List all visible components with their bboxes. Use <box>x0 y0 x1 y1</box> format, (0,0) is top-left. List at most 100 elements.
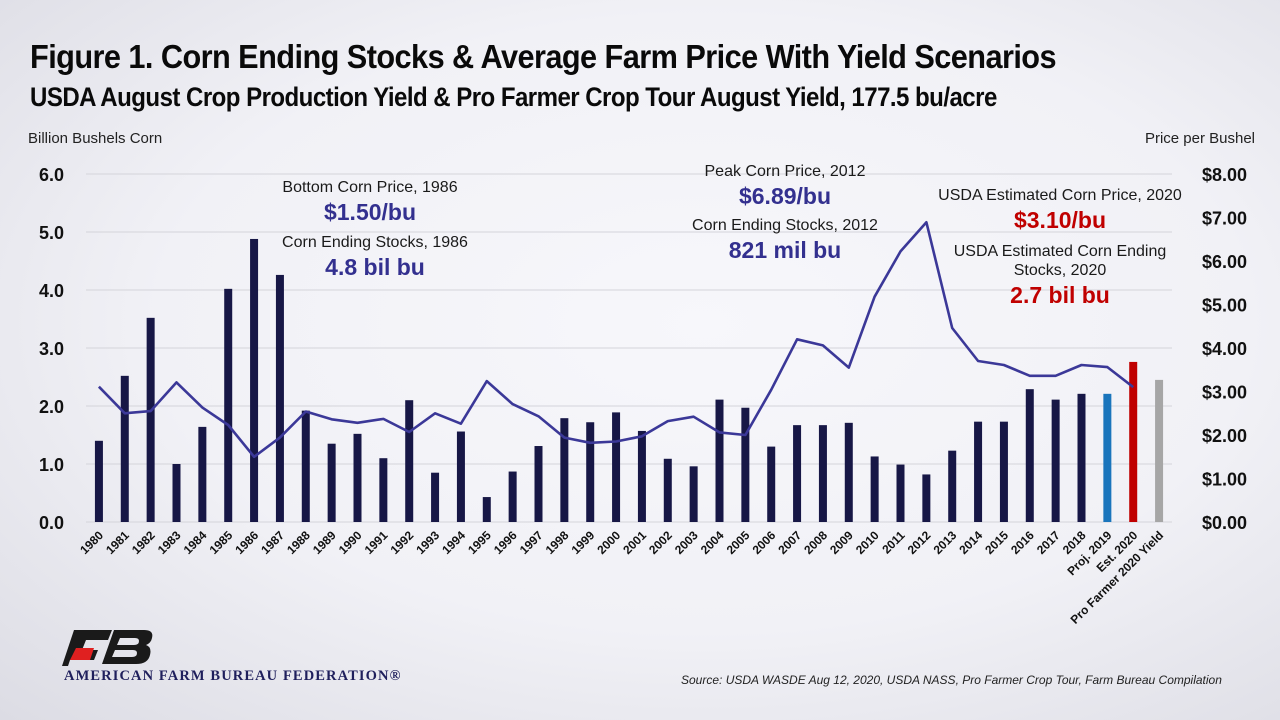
x-axis-ticks: 1980198119821983198419851986198719881989… <box>77 528 1166 627</box>
farm-bureau-logo-icon <box>62 630 153 666</box>
right-axis-ticks: $0.00 $1.00 $2.00 $3.00 $4.00 $5.00 $6.00 $7.00… <box>1202 165 1247 533</box>
annotation-label: Stocks, 2020 <box>1013 262 1107 279</box>
x-axis-tick-label: 1991 <box>362 528 391 557</box>
bar-1991 <box>379 458 388 522</box>
left-axis-tick-label: 4.0 <box>39 281 64 301</box>
x-axis-tick-label: 1994 <box>439 528 468 557</box>
x-axis-tick-label: 1992 <box>388 528 417 557</box>
left-axis-tick-label: 2.0 <box>39 397 64 417</box>
x-axis-tick-label: 1989 <box>310 528 339 557</box>
x-axis-tick-label: 2006 <box>750 528 779 557</box>
x-axis-tick-label: 1998 <box>543 528 572 557</box>
x-axis-tick-label: 1987 <box>258 528 287 557</box>
right-axis-tick-label: $5.00 <box>1202 296 1247 316</box>
annotation-value: 4.8 bil bu <box>325 254 425 280</box>
bar-1997 <box>534 446 543 522</box>
bar-1990 <box>353 433 362 522</box>
x-axis-tick-label: 1990 <box>336 528 365 557</box>
bar-2013 <box>948 450 957 522</box>
left-axis-tick-label: 6.0 <box>39 165 64 185</box>
x-axis-tick-label: 1999 <box>569 528 598 557</box>
bar-1988 <box>301 410 310 522</box>
bar-2007 <box>793 425 802 522</box>
x-axis-tick-label: 2015 <box>982 528 1011 557</box>
bar-2009 <box>844 422 853 522</box>
annotation-value: $3.10/bu <box>1013 207 1107 233</box>
x-axis-tick-label: 2012 <box>905 528 934 557</box>
annotation-2012-price: Peak Corn Price, 2012 $6.89/bu <box>680 162 890 211</box>
bar-2015 <box>999 421 1008 522</box>
bar-1999 <box>586 422 595 522</box>
x-axis-tick-label: 2005 <box>724 528 753 557</box>
bar-2010 <box>870 456 879 522</box>
bar-1986 <box>250 238 259 522</box>
right-axis-tick-label: $7.00 <box>1202 209 1247 229</box>
x-axis-tick-label: 2011 <box>879 528 908 557</box>
x-axis-tick-label: 1982 <box>129 528 158 557</box>
x-axis-tick-label: 2003 <box>672 528 701 557</box>
bar-1983 <box>172 464 181 522</box>
annotation-label: Peak Corn Price, 2012 <box>704 163 866 180</box>
bar-1987 <box>275 274 284 522</box>
bar-1995 <box>482 497 491 522</box>
right-axis-tick-label: $0.00 <box>1202 513 1247 533</box>
left-axis-title: Billion Bushels Corn <box>28 130 163 147</box>
annotation-2020-stocks: USDA Estimated Corn Ending Stocks, 2020 … <box>940 242 1180 310</box>
bar-2018 <box>1077 393 1086 522</box>
bar-pro-farmer-2020-yield <box>1155 379 1164 522</box>
bar-2002 <box>663 458 672 522</box>
bar-2006 <box>767 446 776 522</box>
x-axis-tick-label: 1988 <box>284 528 313 557</box>
annotation-label: USDA Estimated Corn Price, 2020 <box>938 187 1182 204</box>
annotation-value: 2.7 bil bu <box>1010 282 1110 308</box>
x-axis-tick-label: 2014 <box>956 528 985 557</box>
x-axis-tick-label: 2004 <box>698 528 727 557</box>
x-axis-tick-label: 2002 <box>646 528 675 557</box>
right-axis-tick-label: $6.00 <box>1202 252 1247 272</box>
x-axis-tick-label: 1985 <box>207 528 236 557</box>
x-axis-tick-label: 1996 <box>491 528 520 557</box>
x-axis-tick-label: 2010 <box>853 528 882 557</box>
x-axis-tick-label: 1983 <box>155 528 184 557</box>
annotation-label: USDA Estimated Corn Ending <box>953 243 1167 260</box>
right-axis-title: Price per Bushel <box>1144 130 1255 147</box>
left-axis-tick-label: 0.0 <box>39 513 64 533</box>
line-series <box>97 221 1134 459</box>
bar-1980 <box>94 440 103 522</box>
x-axis-tick-label: 2008 <box>801 528 830 557</box>
left-axis-tick-label: 5.0 <box>39 223 64 243</box>
chart-title: Figure 1. Corn Ending Stocks & Average F… <box>30 38 1057 75</box>
annotation-2020-price: USDA Estimated Corn Price, 2020 $3.10/bu <box>925 186 1195 235</box>
x-axis-tick-label: 1986 <box>232 528 261 557</box>
annotation-value: $6.89/bu <box>738 183 832 209</box>
bar-2016 <box>1025 389 1034 522</box>
bar-1984 <box>198 426 207 522</box>
bar-1993 <box>431 472 440 522</box>
annotation-label: Bottom Corn Price, 1986 <box>282 179 458 196</box>
x-axis-tick-label: 1997 <box>517 528 546 557</box>
bar-2017 <box>1051 399 1060 522</box>
right-axis-tick-label: $8.00 <box>1202 165 1247 185</box>
bar-est-2020 <box>1129 361 1138 522</box>
source-note: Source: USDA WASDE Aug 12, 2020, USDA NA… <box>681 673 1222 687</box>
bar-1989 <box>327 443 336 522</box>
x-axis-tick-label: 2009 <box>827 528 856 557</box>
x-axis-tick-label: 2013 <box>931 528 960 557</box>
left-axis-ticks: 0.0 1.0 2.0 3.0 4.0 5.0 6.0 <box>39 165 64 533</box>
bar-1985 <box>224 288 233 522</box>
bar-2008 <box>818 425 827 522</box>
annotation-value: 821 mil bu <box>728 237 842 263</box>
bar-1998 <box>560 418 569 522</box>
x-axis-tick-label: 2001 <box>620 528 649 557</box>
bar-2014 <box>974 421 983 522</box>
x-axis-tick-label: 2016 <box>1008 528 1037 557</box>
bar-1981 <box>120 375 129 522</box>
annotation-value: $1.50/bu <box>323 199 417 225</box>
bar-1996 <box>508 471 517 522</box>
x-axis-tick-label: 2017 <box>1034 528 1063 557</box>
organization-name: AMERICAN FARM BUREAU FEDERATION® <box>64 668 402 684</box>
annotation-label: Corn Ending Stocks, 2012 <box>692 217 878 234</box>
x-axis-tick-label: 1984 <box>181 528 210 557</box>
x-axis-tick-label: 1981 <box>103 528 132 557</box>
